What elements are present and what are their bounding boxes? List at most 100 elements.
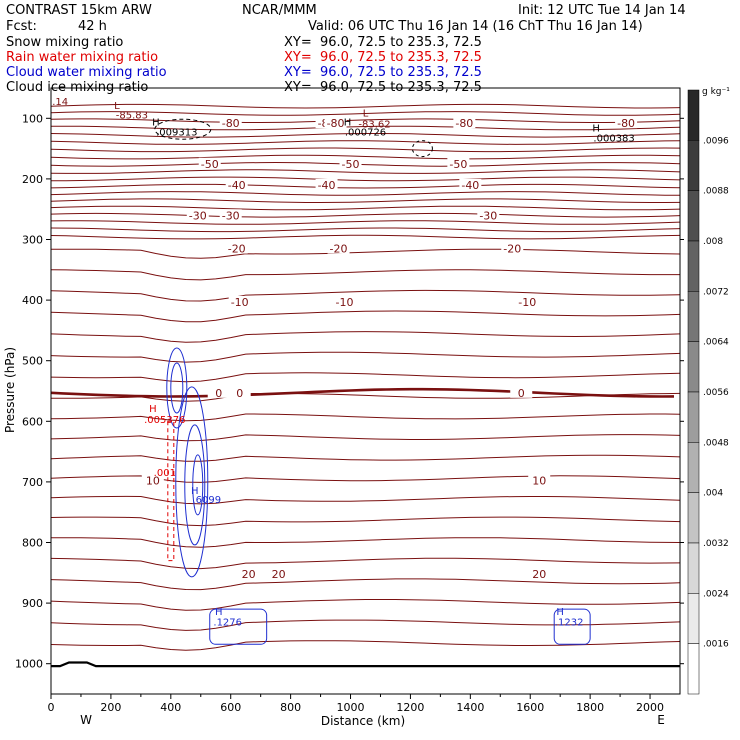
isotherm-line bbox=[51, 176, 680, 182]
contour-annotation: -85.83 bbox=[116, 110, 148, 121]
isotherm-line bbox=[51, 234, 680, 240]
isotherm-label: -40 bbox=[318, 179, 336, 192]
colorbar-bin bbox=[687, 341, 700, 393]
x-tick-label: 0 bbox=[48, 701, 55, 714]
contour-annotation: H bbox=[149, 404, 157, 415]
isotherm-line bbox=[51, 103, 680, 109]
isotherm-label-bg bbox=[237, 568, 260, 580]
field-xy-snow: XY= 96.0, 72.5 to 235.3, 72.5 bbox=[284, 35, 482, 50]
isotherm-line bbox=[51, 161, 680, 167]
isotherm-line bbox=[51, 212, 680, 218]
low-cloud-contour bbox=[209, 608, 268, 645]
isotherm-label-bg bbox=[459, 178, 482, 190]
contour-annotation: H bbox=[344, 118, 352, 129]
isotherm-line bbox=[51, 640, 680, 651]
isotherm-label: -50 bbox=[449, 158, 467, 171]
isotherm-label: -80 bbox=[327, 117, 345, 130]
y-tick-label: 300 bbox=[22, 234, 43, 247]
colorbar-bin bbox=[687, 391, 700, 443]
isotherm-label: 0 bbox=[518, 387, 525, 400]
y-tick-label: 400 bbox=[22, 294, 43, 307]
isotherm-line bbox=[51, 557, 680, 570]
contour-annotation: .6099 bbox=[192, 495, 221, 506]
freezing-level-line bbox=[51, 387, 675, 398]
isotherm-label-bg bbox=[267, 568, 290, 580]
colorbar-tick-label: .0096 bbox=[703, 136, 729, 146]
isotherm-line bbox=[51, 248, 680, 259]
isotherm-label: 20 bbox=[242, 568, 256, 581]
colorbar: .0096 .0088 .008 .0072 .0064 .0056 .0048 .004 .0… bbox=[687, 89, 729, 695]
isotherm-label: -10 bbox=[336, 296, 354, 309]
isotherm-line bbox=[51, 198, 680, 203]
isotherm-label-bg bbox=[447, 157, 470, 169]
isotherm-line bbox=[51, 516, 680, 527]
y-tick-label: 900 bbox=[22, 597, 43, 610]
isotherm-label-bg bbox=[141, 474, 164, 486]
isotherm-line bbox=[51, 289, 680, 302]
y-axis-label: Pressure (hPa) bbox=[3, 347, 17, 433]
y-tick-label: 500 bbox=[22, 355, 43, 368]
colorbar-tick-label: .0064 bbox=[703, 338, 729, 348]
isotherm-label: -80 bbox=[222, 117, 240, 130]
isotherm-label-bg bbox=[207, 386, 230, 398]
isotherm-line bbox=[51, 140, 680, 145]
axes: 0 200 400 600 800 1000 1200 1400 1600 1800 2000100… bbox=[15, 112, 684, 714]
y-tick-label: 800 bbox=[22, 537, 43, 550]
contour-annotation: 7.14 bbox=[46, 97, 68, 108]
isotherm-line bbox=[51, 351, 680, 363]
x-axis-label: Distance (km) bbox=[321, 714, 405, 728]
isotherm-label-bg bbox=[615, 117, 638, 129]
isotherm-label-bg bbox=[198, 157, 221, 169]
plot-frame bbox=[50, 87, 681, 695]
isotherm-label: -30 bbox=[222, 209, 240, 222]
snow-contour bbox=[411, 140, 433, 158]
isotherm-label: -30 bbox=[479, 209, 497, 222]
isotherm-label-bg bbox=[315, 178, 338, 190]
colorbar-bin bbox=[687, 89, 700, 141]
contour-annotation: H bbox=[215, 607, 223, 618]
x-tick-label: 800 bbox=[280, 701, 301, 714]
isotherm-label: 0 bbox=[215, 387, 222, 400]
contour-annotation: .005376 bbox=[144, 415, 185, 426]
isotherm-label-bg bbox=[501, 242, 524, 254]
contour-annotation: .1232 bbox=[555, 618, 584, 629]
field-label-rain: Rain water mixing ratio bbox=[6, 50, 159, 65]
isotherm-label: 20 bbox=[532, 568, 546, 581]
x-tick-label: 400 bbox=[160, 701, 181, 714]
colorbar-tick-label: .008 bbox=[703, 237, 723, 247]
y-tick-label: 1000 bbox=[15, 658, 43, 671]
colorbar-bin bbox=[687, 140, 700, 191]
isotherm-line bbox=[51, 331, 680, 343]
isotherm-label-bg bbox=[327, 242, 350, 254]
isotherm-label-bg bbox=[528, 474, 551, 486]
isotherm-label: -20 bbox=[330, 243, 348, 256]
isotherm-label: -10 bbox=[231, 296, 249, 309]
isotherm-line bbox=[51, 619, 680, 631]
isotherm-label-bg bbox=[333, 295, 356, 307]
colorbar-bin bbox=[687, 643, 700, 695]
isotherm-label: -30 bbox=[189, 209, 207, 222]
isotherm-label: -50 bbox=[342, 158, 360, 171]
colorbar-tick-label: .0056 bbox=[703, 388, 729, 398]
isotherm-label: -20 bbox=[228, 243, 246, 256]
colorbar-bin bbox=[687, 442, 700, 493]
snow-contour bbox=[154, 118, 212, 140]
colorbar-tick-label: .0024 bbox=[703, 589, 729, 599]
terrain-line bbox=[51, 661, 680, 668]
valid-time: Valid: 06 UTC Thu 16 Jan 14 (16 ChT Thu … bbox=[308, 19, 643, 34]
colorbar-bin bbox=[687, 542, 700, 594]
isotherm-label: -80 bbox=[455, 117, 473, 130]
model-title: CONTRAST 15km ARW bbox=[6, 3, 152, 18]
isotherm-line bbox=[51, 392, 680, 402]
x-tick-label: 2000 bbox=[636, 701, 664, 714]
contour-annotation: L bbox=[114, 101, 120, 112]
isotherm-line bbox=[51, 269, 680, 281]
cloud-water-contour bbox=[192, 454, 204, 516]
init-time: Init: 12 UTC Tue 14 Jan 14 bbox=[518, 3, 686, 18]
contour-annotation: .000383 bbox=[593, 133, 634, 144]
isotherm-label-bg bbox=[453, 117, 476, 129]
rain-water-contour bbox=[167, 420, 175, 562]
isotherm-label: -40 bbox=[461, 179, 479, 192]
isotherm-label: -40 bbox=[228, 179, 246, 192]
y-tick-label: 600 bbox=[22, 415, 43, 428]
